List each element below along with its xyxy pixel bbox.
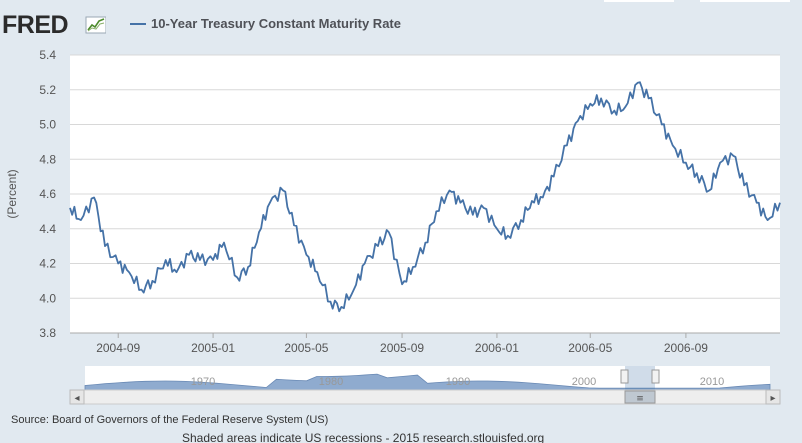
y-tick-label: 4.8 bbox=[39, 152, 56, 166]
legend-swatch bbox=[130, 23, 146, 25]
y-axis-label: (Percent) bbox=[5, 169, 19, 218]
navigator-handle-left[interactable] bbox=[620, 369, 629, 384]
navigator-selection[interactable] bbox=[625, 366, 655, 390]
fred-logo-text: FRED bbox=[2, 11, 68, 39]
x-tick-label: 2005-01 bbox=[191, 341, 235, 355]
y-tick-label: 4.6 bbox=[39, 187, 56, 201]
navigator-label: 1970 bbox=[191, 376, 215, 388]
top-tab-right[interactable] bbox=[700, 0, 790, 2]
legend-label: 10-Year Treasury Constant Maturity Rate bbox=[151, 16, 401, 31]
fred-logo-graph-icon bbox=[85, 16, 106, 34]
y-tick-label: 3.8 bbox=[39, 326, 56, 340]
x-tick-label: 2006-05 bbox=[568, 341, 612, 355]
scrollbar-thumb[interactable] bbox=[624, 390, 656, 404]
x-tick-label: 2006-01 bbox=[475, 341, 519, 355]
scroll-left-arrow-icon: ◂ bbox=[74, 393, 79, 404]
scrollbar-grip-icon: ≡ bbox=[636, 394, 644, 404]
x-tick-label: 2006-09 bbox=[664, 341, 708, 355]
x-axis: 2004-09 2005-01 2005-05 2005-09 2006-01 2006-… bbox=[70, 332, 780, 355]
top-tab-left[interactable] bbox=[604, 0, 674, 2]
y-tick-label: 4.0 bbox=[39, 291, 56, 305]
scroll-right-arrow-icon: ▸ bbox=[770, 393, 775, 404]
scrollbar-right-button[interactable] bbox=[765, 389, 781, 405]
series-group bbox=[69, 81, 781, 313]
y-tick-label: 5.0 bbox=[39, 118, 56, 132]
navigator-label: 2000 bbox=[572, 376, 596, 388]
navigator-label: 1980 bbox=[319, 376, 343, 388]
y-axis: 3.8 4.0 4.2 4.4 4.6 4.8 5.0 5.2 5.4 bbox=[39, 48, 56, 340]
navigator-area bbox=[84, 373, 771, 391]
x-tick-label: 2005-05 bbox=[284, 341, 328, 355]
y-tick-label: 5.2 bbox=[39, 83, 56, 97]
source-note: Source: Board of Governors of the Federa… bbox=[11, 414, 329, 426]
y-tick-label: 4.4 bbox=[39, 222, 56, 236]
y-tick-label: 4.2 bbox=[39, 257, 56, 271]
navigator-labels: 1970 1980 1990 2000 2010 bbox=[191, 376, 724, 388]
scrollbar-left-button[interactable] bbox=[69, 389, 85, 405]
navigator-label: 1990 bbox=[446, 376, 470, 388]
x-tick-label: 2005-09 bbox=[380, 341, 424, 355]
x-tick-label: 2004-09 bbox=[96, 341, 140, 355]
fred-logo[interactable]: FRED bbox=[2, 9, 106, 39]
scrollbar-track[interactable] bbox=[69, 389, 781, 405]
navigator-handle-right[interactable] bbox=[651, 369, 660, 384]
navigator-label: 2010 bbox=[700, 376, 724, 388]
footer-note: Shaded areas indicate US recessions - 20… bbox=[182, 431, 545, 443]
navigator: 1970 1980 1990 2000 2010 bbox=[84, 366, 771, 391]
y-tick-label: 5.4 bbox=[39, 48, 56, 62]
scrollbar: ◂ ▸ ≡ bbox=[69, 389, 781, 405]
